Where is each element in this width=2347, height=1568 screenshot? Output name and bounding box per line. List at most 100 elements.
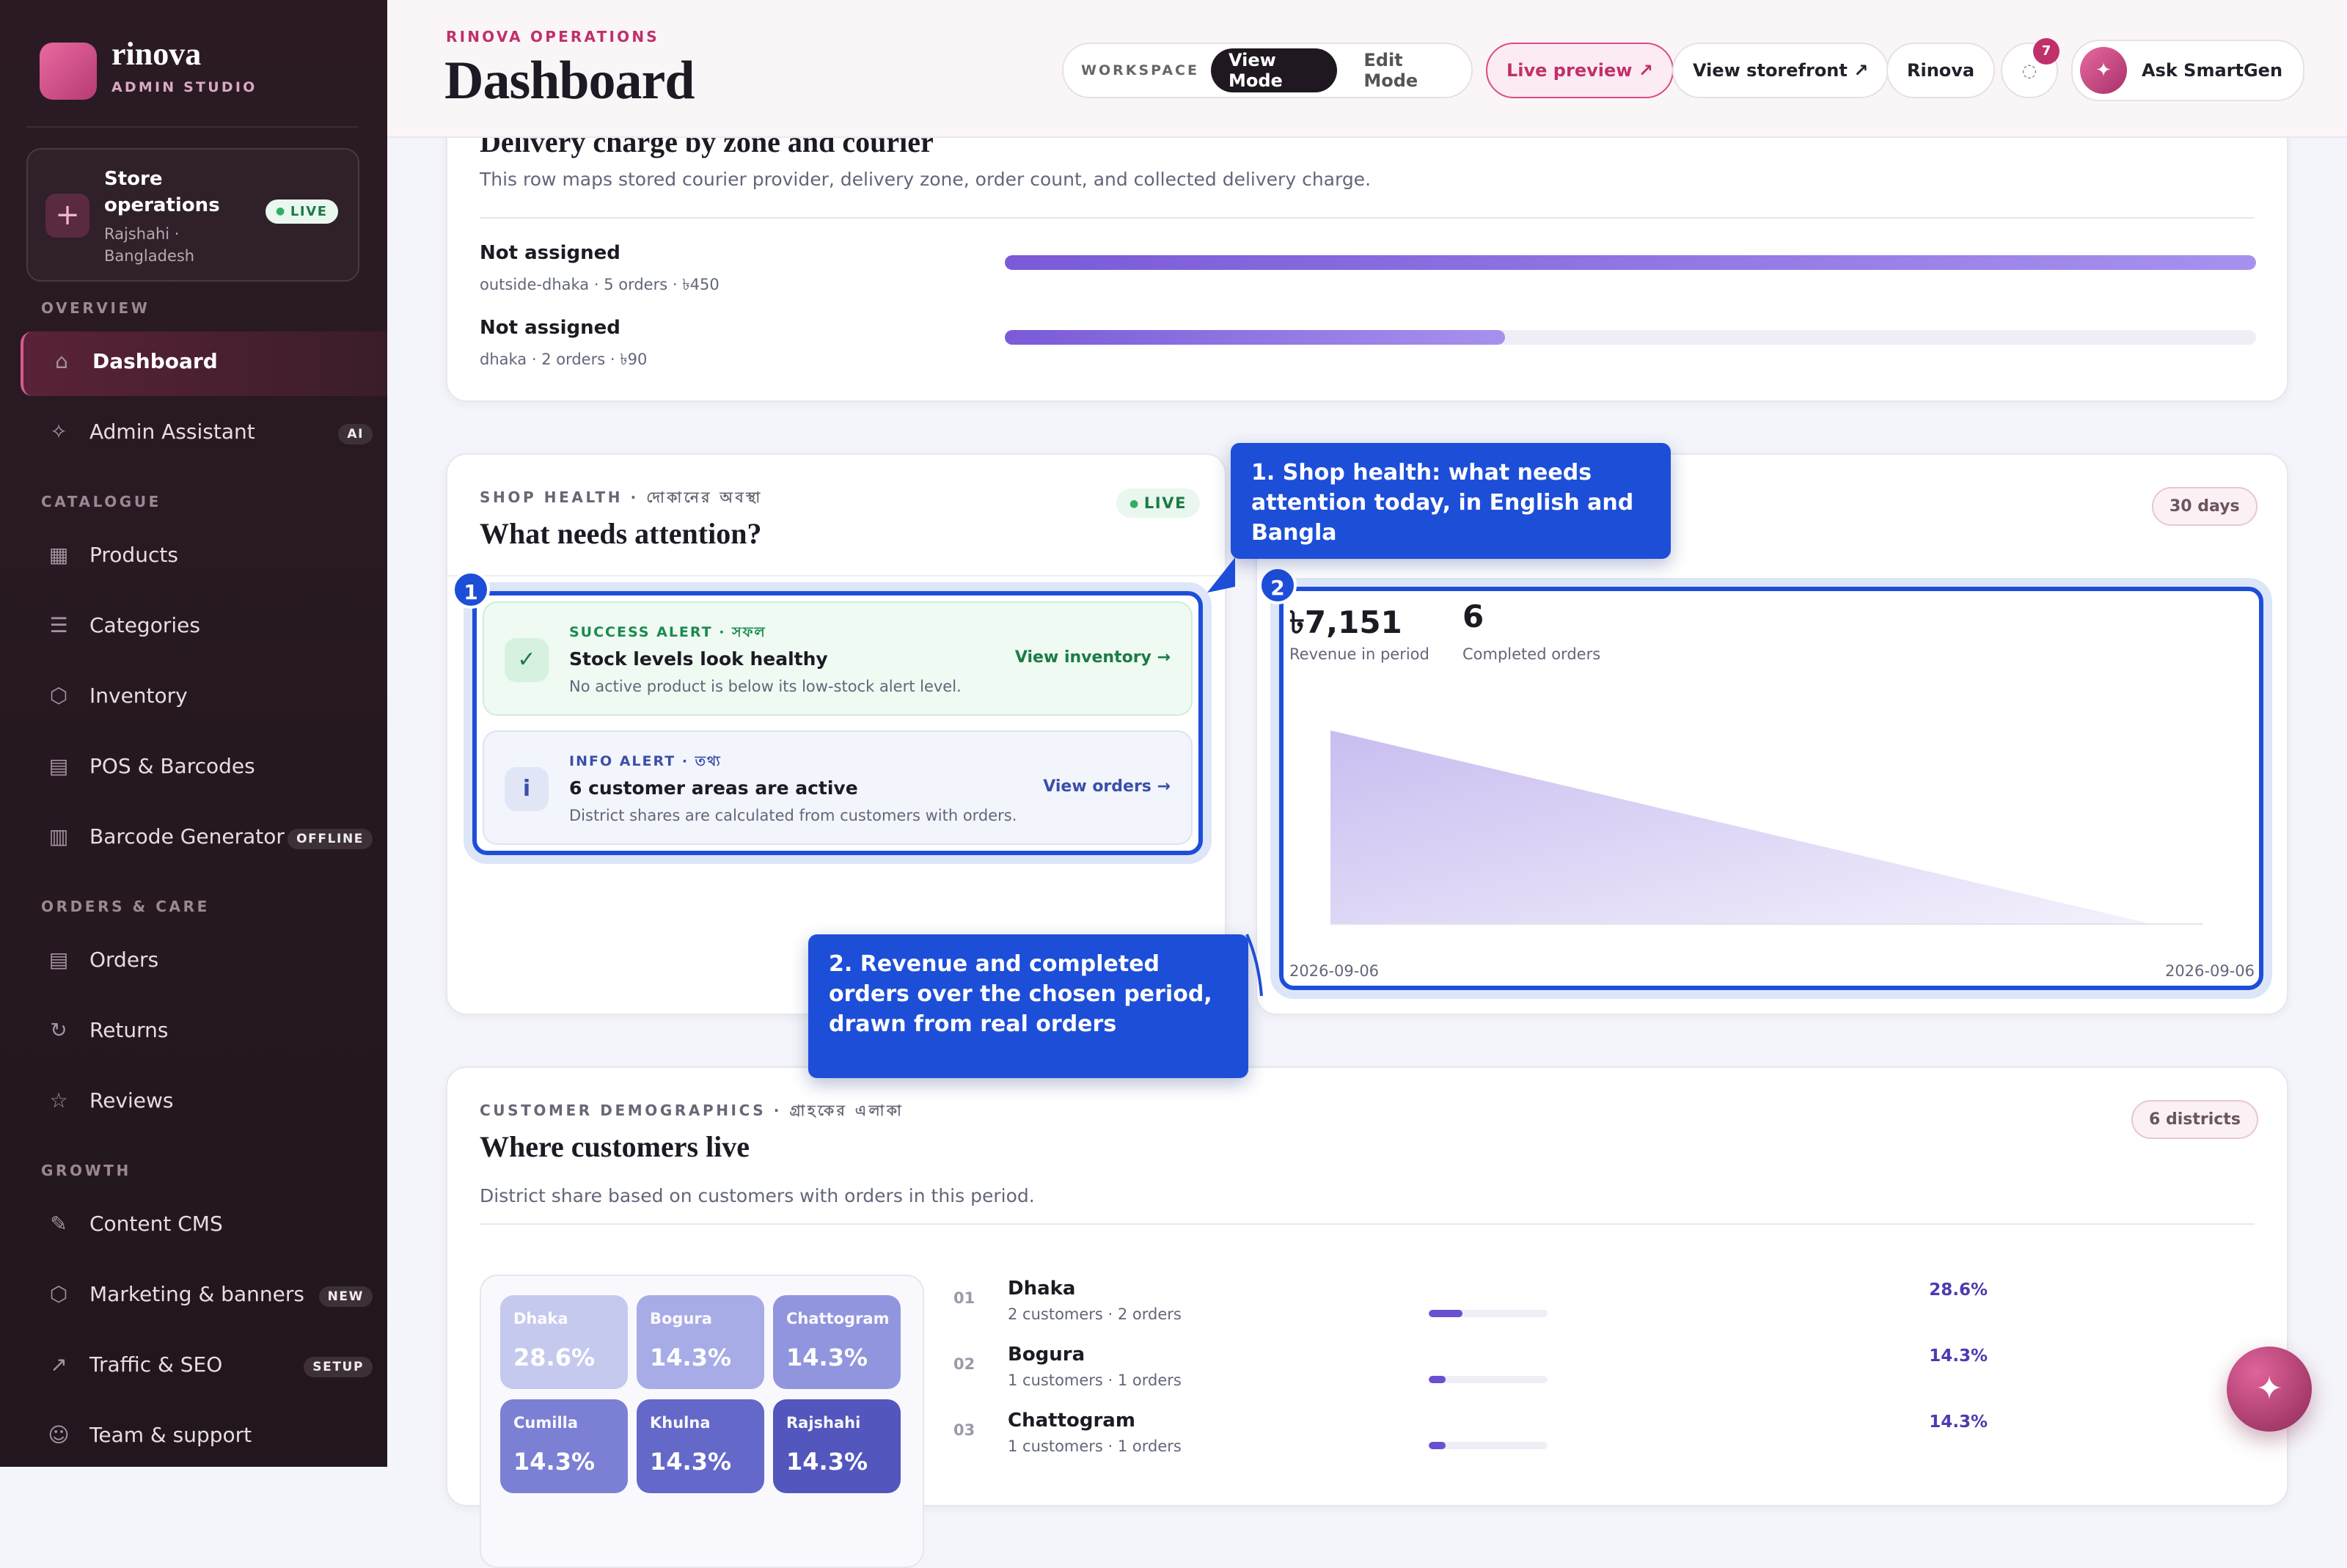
nav-item[interactable]: ▤ Orders xyxy=(21,930,387,994)
bar-track xyxy=(1005,330,2256,345)
nav-icon: ▦ xyxy=(48,543,69,567)
bsub: ADMIN STUDIO xyxy=(111,79,257,95)
district-name: Bogura xyxy=(1008,1344,1085,1366)
rowdet: 2026-09-06 xyxy=(1289,962,1380,980)
nav-icon: ↻ xyxy=(50,1018,67,1042)
tile-name: Chattogram xyxy=(786,1310,890,1327)
nav-label: Marketing & banners xyxy=(89,1282,304,1306)
nav-badge: SETUP xyxy=(304,1357,373,1377)
bar-track xyxy=(1005,255,2256,270)
area xyxy=(1330,730,2152,924)
tile-name: Bogura xyxy=(650,1310,712,1327)
box[interactable]: ✦ xyxy=(2227,1347,2312,1432)
box: 6 xyxy=(1462,598,1484,634)
mode[interactable]: View Mode xyxy=(1210,48,1338,92)
storeicon: + xyxy=(45,194,89,238)
mode[interactable]: Edit Mode xyxy=(1363,50,1418,91)
nav-icon: ▤ xyxy=(48,948,69,972)
nav-item[interactable]: ✧ Admin Assistant AI xyxy=(21,402,387,466)
card: CUSTOMER DEMOGRAPHICS · গ্রাহকের এলাকা W… xyxy=(446,1066,2288,1568)
nav-label: Dashboard xyxy=(92,349,218,373)
livepill: LIVE xyxy=(1116,488,1201,518)
district-tile: Chattogram 14.3% xyxy=(773,1295,901,1389)
tile-share: 14.3% xyxy=(786,1344,868,1371)
nav-item[interactable]: ↻ Returns xyxy=(21,1000,387,1065)
box xyxy=(447,575,1225,576)
share-track xyxy=(1429,1442,1548,1449)
tile-name: Khulna xyxy=(650,1414,711,1432)
nav-icon: ▤ xyxy=(48,754,69,778)
badge: 6 districts xyxy=(2131,1100,2258,1139)
pill[interactable]: View storefront ↗ xyxy=(1672,43,1889,98)
sep xyxy=(26,126,358,128)
gray-eyebrow: SHOP HEALTH · দোকানের অবস্থা xyxy=(480,488,763,506)
hl xyxy=(472,591,1203,855)
tile-share: 14.3% xyxy=(513,1448,596,1476)
serif: What needs attention? xyxy=(480,517,762,550)
logo xyxy=(40,43,97,100)
district-tile: Cumilla 14.3% xyxy=(500,1399,628,1493)
alert-card: ✓ SUCCESS ALERT · সফল Stock levels look he… xyxy=(483,601,1193,716)
alert-kind: SUCCESS ALERT · সফল xyxy=(569,624,766,640)
tile-share: 14.3% xyxy=(650,1344,732,1371)
nav-item[interactable]: ↗ Traffic & SEO SETUP xyxy=(21,1335,387,1399)
alert-action[interactable]: View orders → xyxy=(1043,777,1171,796)
nav-icon: ☰ xyxy=(49,613,68,637)
row-detail: outside-dhaka · 5 orders · ৳450 xyxy=(480,276,720,293)
box: rinova ADMIN STUDIO + Store operations R… xyxy=(0,0,387,1467)
rank: 02 xyxy=(953,1355,975,1373)
desc: District share based on customers with o… xyxy=(480,1185,1035,1206)
nav-label: Content CMS xyxy=(89,1212,223,1236)
nav-label: Reviews xyxy=(89,1088,174,1113)
alert-action[interactable]: View inventory → xyxy=(1014,648,1171,667)
nav-badge: AI xyxy=(338,424,373,444)
nav-heading: GROWTH xyxy=(41,1162,131,1179)
pill[interactable]: ✦ Ask SmartGen xyxy=(2071,40,2305,101)
nav-label: Inventory xyxy=(89,684,188,708)
livepill: LIVE xyxy=(266,199,338,224)
nav-item[interactable]: ▦ Products xyxy=(21,525,387,590)
nav-item[interactable]: ✎ Content CMS xyxy=(21,1194,387,1259)
nav-badge: OFFLINE xyxy=(288,829,373,849)
nav-icon: ✧ xyxy=(50,420,67,444)
nav-item[interactable]: ▥ Barcode Generator OFFLINE xyxy=(21,807,387,871)
tile-name: Cumilla xyxy=(513,1414,579,1432)
nav-item[interactable]: ☆ Reviews xyxy=(21,1071,387,1135)
nav-item[interactable]: ▤ POS & Barcodes xyxy=(21,736,387,801)
box xyxy=(480,1223,2255,1225)
box xyxy=(480,217,2255,219)
nav-item[interactable]: ⬡ Marketing & banners NEW xyxy=(21,1264,387,1329)
card: SHOP HEALTH · দোকানের অবস্থা What needs … xyxy=(446,453,1226,1015)
nav-item[interactable]: ☰ Categories xyxy=(21,596,387,660)
pill[interactable]: Rinova xyxy=(1886,43,1996,98)
nav-badge: NEW xyxy=(318,1286,373,1307)
dashboard-page: rinova ADMIN STUDIO + Store operations R… xyxy=(0,0,2347,1467)
district-share: 14.3% xyxy=(1929,1413,1988,1432)
district-share: 28.6% xyxy=(1929,1281,1988,1300)
tile-share: 14.3% xyxy=(786,1448,868,1476)
nav-icon: ⌂ xyxy=(55,349,68,373)
row-detail: dhaka · 2 orders · ৳90 xyxy=(480,351,648,368)
nav-item[interactable]: ☺ Team & support xyxy=(21,1405,387,1467)
nav-icon: ☺ xyxy=(48,1423,70,1447)
rowdet: Revenue in period xyxy=(1289,645,1429,663)
bar xyxy=(1005,330,1506,345)
nav-item[interactable]: ⌂ Dashboard xyxy=(21,331,387,396)
span: Ask SmartGen xyxy=(2142,60,2283,81)
nav-icon: ▥ xyxy=(48,824,69,849)
desc: This row maps stored courier provider, d… xyxy=(480,169,1372,190)
arrow xyxy=(1207,557,1235,593)
nav-item[interactable]: ⬡ Inventory xyxy=(21,666,387,730)
serif: Dashboard xyxy=(444,51,695,111)
eyebrow: RINOVA OPERATIONS xyxy=(446,28,659,45)
pill[interactable]: Live preview ↗ xyxy=(1486,43,1674,98)
district-name: Chattogram xyxy=(1008,1410,1135,1432)
num: 1 xyxy=(452,571,490,609)
alert-text: District shares are calculated from cust… xyxy=(569,807,1017,824)
tile-share: 28.6% xyxy=(513,1344,596,1371)
row-name: Not assigned xyxy=(480,242,620,264)
district-tile: Khulna 14.3% xyxy=(637,1399,764,1493)
nav-label: Team & support xyxy=(89,1423,252,1447)
district-name: Dhaka xyxy=(1008,1278,1076,1300)
nav-label: Traffic & SEO xyxy=(89,1352,223,1377)
